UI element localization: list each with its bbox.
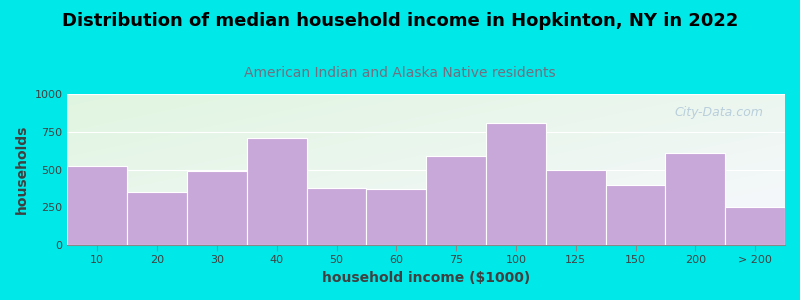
X-axis label: household income ($1000): household income ($1000)	[322, 271, 530, 285]
Text: American Indian and Alaska Native residents: American Indian and Alaska Native reside…	[244, 66, 556, 80]
Text: Distribution of median household income in Hopkinton, NY in 2022: Distribution of median household income …	[62, 12, 738, 30]
Bar	[486, 123, 546, 245]
Bar	[187, 171, 247, 245]
Bar	[666, 153, 726, 245]
Bar	[426, 156, 486, 245]
Bar	[726, 207, 785, 245]
Bar	[306, 188, 366, 245]
Bar	[127, 192, 187, 245]
Bar	[546, 169, 606, 245]
Bar	[606, 184, 666, 245]
Bar	[67, 166, 127, 245]
Y-axis label: households: households	[15, 125, 29, 214]
Text: City-Data.com: City-Data.com	[674, 106, 763, 119]
Bar	[247, 138, 306, 245]
Bar	[366, 189, 426, 245]
